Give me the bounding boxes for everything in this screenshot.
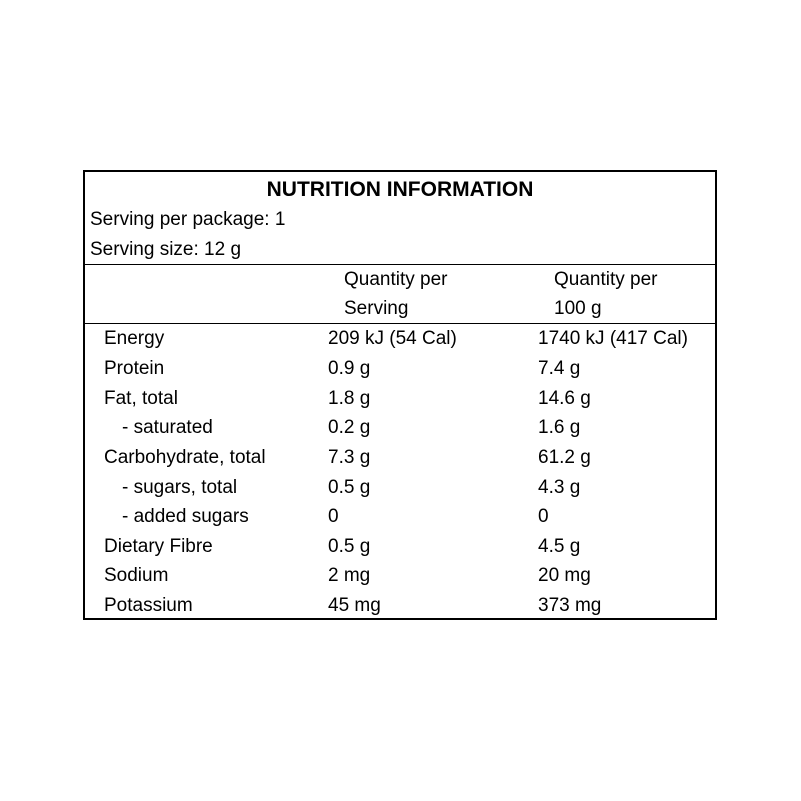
row-serving-sugars-total: 0.5 g <box>328 477 371 498</box>
row-serving-fat-total: 1.8 g <box>328 388 371 409</box>
row-label-added-sugars: - added sugars <box>122 506 249 527</box>
row-per100-sodium: 20 mg <box>538 565 591 586</box>
row-serving-dietary-fibre: 0.5 g <box>328 536 371 557</box>
row-per100-fat-total: 14.6 g <box>538 388 591 409</box>
row-per100-added-sugars: 0 <box>538 506 549 527</box>
row-label-carbohydrate-total: Carbohydrate, total <box>104 447 266 468</box>
column-header-per-serving-line2: Serving <box>344 298 409 319</box>
row-per100-saturated: 1.6 g <box>538 417 581 438</box>
servings-per-package: Serving per package: 1 <box>90 209 286 230</box>
body-divider <box>85 323 715 324</box>
row-serving-protein: 0.9 g <box>328 358 371 379</box>
row-label-protein: Protein <box>104 358 165 379</box>
row-label-fat-total: Fat, total <box>104 388 178 409</box>
column-header-per-100g-line1: Quantity per <box>554 269 658 290</box>
column-header-per-serving-line1: Quantity per <box>344 269 448 290</box>
row-label-energy: Energy <box>104 328 165 349</box>
row-per100-protein: 7.4 g <box>538 358 581 379</box>
row-label-potassium: Potassium <box>104 595 193 616</box>
row-per100-potassium: 373 mg <box>538 595 602 616</box>
row-per100-carbohydrate-total: 61.2 g <box>538 447 591 468</box>
row-serving-saturated: 0.2 g <box>328 417 371 438</box>
row-per100-energy: 1740 kJ (417 Cal) <box>538 328 688 349</box>
row-label-sodium: Sodium <box>104 565 169 586</box>
row-per100-sugars-total: 4.3 g <box>538 477 581 498</box>
column-header-per-100g-line2: 100 g <box>554 298 602 319</box>
row-label-dietary-fibre: Dietary Fibre <box>104 536 213 557</box>
serving-size: Serving size: 12 g <box>90 239 242 260</box>
row-serving-sodium: 2 mg <box>328 565 371 586</box>
row-serving-carbohydrate-total: 7.3 g <box>328 447 371 468</box>
row-serving-energy: 209 kJ (54 Cal) <box>328 328 457 349</box>
header-divider <box>85 264 715 265</box>
row-per100-dietary-fibre: 4.5 g <box>538 536 581 557</box>
row-label-saturated: - saturated <box>122 417 213 438</box>
row-serving-added-sugars: 0 <box>328 506 339 527</box>
row-label-sugars-total: - sugars, total <box>122 477 238 498</box>
nutrition-panel: NUTRITION INFORMATION Serving per packag… <box>83 170 717 620</box>
panel-title: NUTRITION INFORMATION <box>266 178 534 201</box>
row-serving-potassium: 45 mg <box>328 595 381 616</box>
